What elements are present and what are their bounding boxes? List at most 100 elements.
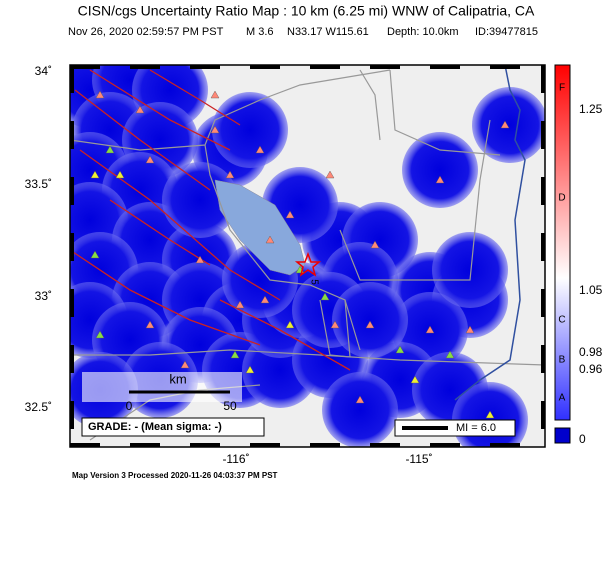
- station: [115, 170, 125, 179]
- frame-tick: [70, 443, 100, 447]
- lon-label: -116˚: [222, 452, 249, 466]
- station: [90, 170, 100, 179]
- date: Nov 26, 2020 02:59:57 PM PST: [68, 26, 224, 38]
- frame-tick: [370, 65, 400, 69]
- frame-tick: [190, 443, 220, 447]
- grade-label: B: [559, 355, 566, 366]
- frame-tick: [130, 443, 160, 447]
- event-id: ID:39477815: [475, 26, 538, 38]
- frame-tick: [430, 443, 460, 447]
- frame-tick: [70, 177, 74, 205]
- frame-tick: [70, 289, 74, 317]
- station: [330, 320, 340, 329]
- frame-tick: [70, 121, 74, 149]
- scale-bar: km 0 50: [82, 371, 242, 413]
- grade-label: F: [559, 83, 565, 94]
- uncertainty-blob: [472, 87, 545, 163]
- faults: [70, 69, 351, 371]
- colorbar-value: 1.25: [579, 102, 603, 116]
- station: [230, 350, 240, 359]
- grade: GRADE: - (Mean sigma: -): [88, 421, 222, 433]
- frame-tick: [490, 65, 520, 69]
- frame-tick: [250, 443, 280, 447]
- roads: [70, 69, 545, 441]
- frame-tick: [541, 289, 545, 317]
- station: [260, 295, 270, 304]
- frame-tick: [430, 65, 460, 69]
- station: [365, 320, 375, 329]
- frame-tick: [541, 233, 545, 261]
- colorbar-value: 0: [579, 432, 586, 446]
- blobs: [70, 65, 545, 447]
- grade-label: A: [559, 393, 566, 404]
- frame-tick: [70, 345, 74, 373]
- lat-label: 34˚: [35, 64, 52, 78]
- uncertainty-blob: [402, 132, 478, 208]
- station: [425, 325, 435, 334]
- station: [195, 255, 205, 264]
- grade-box: [81, 417, 265, 437]
- lon-label: -115˚: [405, 452, 432, 466]
- footer: Map Version 3 Processed 2020-11-26 04:03…: [72, 471, 278, 480]
- scale-unit: km: [169, 371, 186, 386]
- station: [210, 90, 220, 99]
- station: [235, 300, 245, 309]
- station: [145, 155, 155, 164]
- station: [225, 170, 235, 179]
- frame-ticks: [70, 65, 545, 447]
- magnitude: M 3.6: [246, 26, 274, 38]
- scale-start: 0: [126, 399, 133, 413]
- colorbar: [554, 64, 571, 421]
- frame-tick: [310, 443, 340, 447]
- frame-tick: [250, 65, 280, 69]
- station: [285, 210, 295, 219]
- station: [95, 90, 105, 99]
- colorbar-value: 0.96: [579, 362, 603, 376]
- grade-label: D: [558, 193, 565, 204]
- river: [454, 65, 526, 401]
- station: [445, 350, 455, 359]
- frame-tick: [190, 65, 220, 69]
- map: 5: [70, 65, 545, 447]
- frame-tick: [310, 65, 340, 69]
- uncertainty-blob: [322, 372, 398, 447]
- colorbar-value: 1.05: [579, 283, 603, 297]
- colorbar-zero: [554, 427, 571, 444]
- frame-tick: [541, 121, 545, 149]
- lat-label: 32.5˚: [25, 400, 52, 414]
- location: N33.17 W115.61: [287, 26, 369, 38]
- frame-tick: [130, 65, 160, 69]
- station: [370, 240, 380, 249]
- station: [180, 360, 190, 369]
- epicenter: [294, 251, 322, 277]
- uncertainty-blob: [432, 232, 508, 308]
- station: [410, 375, 420, 384]
- grade-label: C: [558, 315, 565, 326]
- frame-tick: [541, 65, 545, 93]
- route-label: 5: [308, 279, 319, 285]
- station: [465, 325, 475, 334]
- frame-tick: [541, 401, 545, 429]
- uncertainty-blob: [332, 282, 408, 358]
- station: [265, 235, 275, 244]
- frame-tick: [70, 401, 74, 429]
- station: [210, 125, 220, 134]
- scale-box: [82, 372, 242, 402]
- station: [90, 250, 100, 259]
- frame-tick: [370, 443, 400, 447]
- frame-tick: [541, 345, 545, 373]
- station: [395, 345, 405, 354]
- frame-tick: [70, 65, 100, 69]
- title: CISN/cgs Uncertainty Ratio Map : 10 km (…: [78, 3, 535, 19]
- station: [435, 175, 445, 184]
- station: [245, 365, 255, 374]
- station: [485, 410, 495, 419]
- station: [255, 145, 265, 154]
- station: [355, 395, 365, 404]
- lat-label: 33˚: [35, 289, 52, 303]
- station: [135, 105, 145, 114]
- station: [145, 320, 155, 329]
- station: [105, 145, 115, 154]
- frame-tick: [490, 443, 520, 447]
